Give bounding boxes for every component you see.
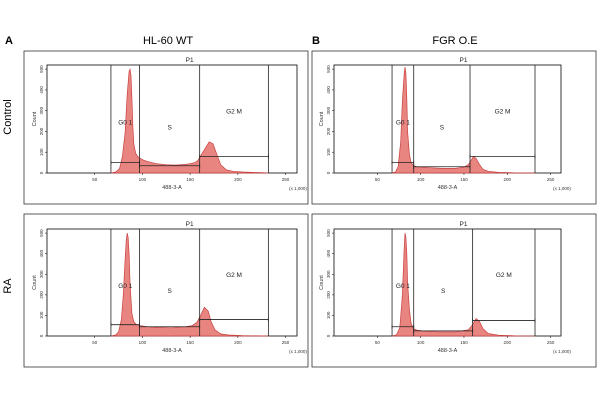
y-tick-label: 400: [39, 86, 44, 94]
gate-label-g01: G0 1: [396, 119, 410, 126]
x-axis-multiplier: (x 1,000): [553, 186, 571, 191]
y-tick-label: 200: [326, 127, 331, 135]
x-axis-label: 488-3-A: [162, 185, 182, 191]
x-tick-label: 50: [92, 177, 98, 182]
x-tick-label: 250: [547, 340, 555, 345]
gate-label-g2m: G2 M: [496, 272, 512, 279]
x-tick-label: 50: [375, 177, 381, 182]
y-tick-label: 300: [39, 106, 44, 114]
gate-label-g2m: G2 M: [226, 109, 242, 116]
y-axis-label: Count: [319, 275, 325, 290]
histogram-fgr-ra: P1 G0 1 S G2 M 0 100 200 300 400 500 50 100 150 200 25…: [311, 213, 597, 368]
y-tick-label: 0: [39, 334, 44, 337]
y-tick-label: 100: [39, 148, 44, 156]
y-tick-label: 100: [326, 148, 331, 156]
y-tick-label: 400: [326, 249, 331, 257]
panel-letter-a: A: [5, 35, 13, 47]
panel-letter-b: B: [312, 35, 320, 47]
y-tick-label: 300: [326, 270, 331, 278]
gate-label-s: S: [167, 288, 172, 295]
x-axis-multiplier: (x 1,000): [289, 349, 307, 354]
x-tick-label: 200: [504, 340, 512, 345]
y-tick-label: 400: [326, 86, 331, 94]
y-axis-label: Count: [32, 275, 38, 290]
x-tick-label: 150: [186, 340, 194, 345]
column-title-wt: HL-60 WT: [143, 35, 193, 47]
y-tick-label: 100: [39, 311, 44, 319]
x-axis-multiplier: (x 1,000): [553, 349, 571, 354]
x-tick-label: 250: [547, 177, 555, 182]
y-tick-label: 200: [326, 291, 331, 299]
histogram-wt-control: P1 G0 1 S G2 M 0 100 200 300 400 500 50 100 150 200 25…: [23, 50, 309, 205]
y-tick-label: 0: [39, 171, 44, 174]
x-tick-label: 100: [139, 340, 147, 345]
x-axis-label: 488-3-A: [438, 348, 458, 354]
gate-label-s: S: [167, 125, 172, 132]
gate-label-g01: G0 1: [118, 283, 132, 290]
y-tick-label: 300: [326, 106, 331, 114]
y-tick-label: 500: [39, 229, 44, 237]
y-axis-label: Count: [319, 111, 325, 126]
x-tick-label: 150: [460, 340, 468, 345]
y-axis-label: Count: [32, 111, 38, 126]
y-tick-label: 400: [39, 249, 44, 257]
histogram-fgr-control: P1 G0 1 S G2 M 0 100 200 300 400 500 50 100 150 200 25…: [311, 50, 597, 205]
histogram-wt-ra: P1 G0 1 S G2 M 0 100 200 300 400 500 50 100 150 200 25…: [23, 213, 309, 368]
gate-label-g2m: G2 M: [495, 109, 511, 116]
gate-label-p1: P1: [186, 57, 194, 64]
y-tick-label: 200: [39, 127, 44, 135]
plot-area: [46, 64, 298, 174]
row-title-ra: RA: [2, 278, 14, 294]
y-tick-label: 500: [326, 65, 331, 73]
gate-label-s: S: [441, 288, 446, 295]
y-tick-label: 200: [39, 291, 44, 299]
x-tick-label: 250: [282, 177, 290, 182]
y-tick-label: 0: [326, 334, 331, 337]
gate-label-s: S: [440, 125, 445, 132]
x-axis-label: 488-3-A: [438, 185, 458, 191]
x-tick-label: 100: [417, 340, 425, 345]
x-tick-label: 150: [460, 177, 468, 182]
x-tick-label: 100: [417, 177, 425, 182]
gate-label-g2m: G2 M: [226, 272, 242, 279]
x-tick-label: 50: [375, 340, 381, 345]
y-tick-label: 500: [326, 229, 331, 237]
x-tick-label: 50: [92, 340, 98, 345]
x-tick-label: 150: [186, 177, 194, 182]
x-axis-label: 488-3-A: [162, 348, 182, 354]
gate-label-p1: P1: [460, 57, 468, 64]
x-tick-label: 100: [139, 177, 147, 182]
y-tick-label: 100: [326, 311, 331, 319]
plot-area: [333, 228, 562, 337]
gate-label-p1: P1: [460, 221, 468, 228]
x-tick-label: 200: [234, 177, 242, 182]
y-tick-label: 500: [39, 65, 44, 73]
x-axis-multiplier: (x 1,000): [289, 186, 307, 191]
plot-area: [46, 228, 298, 337]
gate-label-g01: G0 1: [118, 119, 132, 126]
x-tick-label: 200: [504, 177, 512, 182]
column-title-fgr: FGR O.E: [432, 35, 477, 47]
plot-area: [333, 64, 562, 174]
row-title-control: Control: [2, 99, 14, 134]
y-tick-label: 0: [326, 171, 331, 174]
gate-label-g01: G0 1: [396, 283, 410, 290]
gate-label-p1: P1: [186, 221, 194, 228]
y-tick-label: 300: [39, 270, 44, 278]
x-tick-label: 200: [234, 340, 242, 345]
x-tick-label: 250: [282, 340, 290, 345]
